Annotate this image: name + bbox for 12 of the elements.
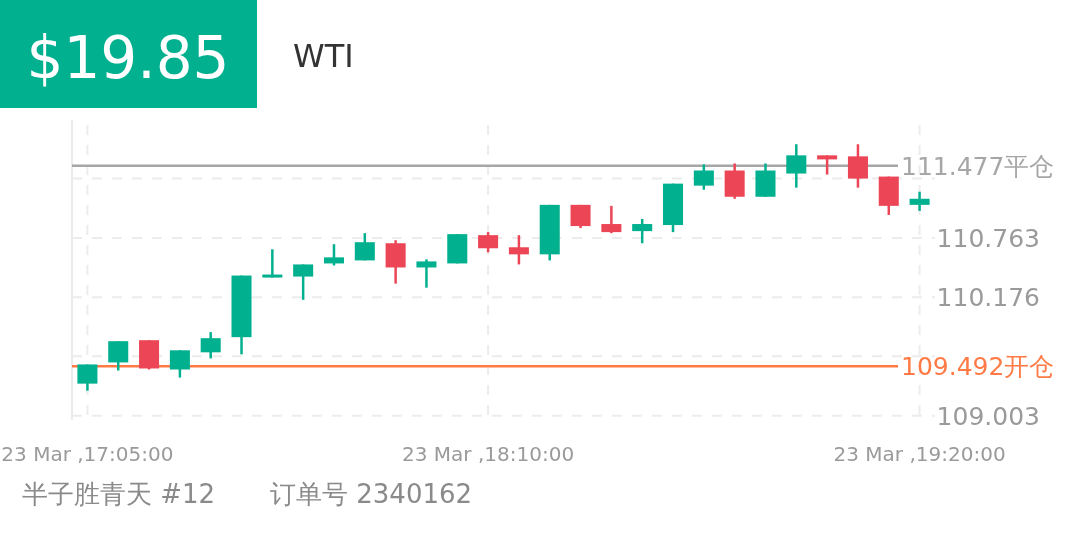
title: $19.85 xyxy=(26,24,230,92)
annotation: 半子胜青天 #12 xyxy=(22,479,216,509)
xtick: 23 Mar ,19:20:00 xyxy=(833,442,1006,466)
subtitle: WTI xyxy=(293,37,354,75)
annotation: 订单号 2340162 xyxy=(270,479,473,509)
ref-label: 111.477平仓 xyxy=(901,151,1055,181)
xtick: 23 Mar ,18:10:00 xyxy=(402,442,575,466)
ytick: 110.176 xyxy=(936,283,1040,313)
xtick: 23 Mar ,17:05:00 xyxy=(1,442,174,466)
ytick: 109.003 xyxy=(936,401,1040,431)
ref-label: 109.492开仓 xyxy=(901,352,1055,382)
ytick: 110.763 xyxy=(936,223,1040,253)
